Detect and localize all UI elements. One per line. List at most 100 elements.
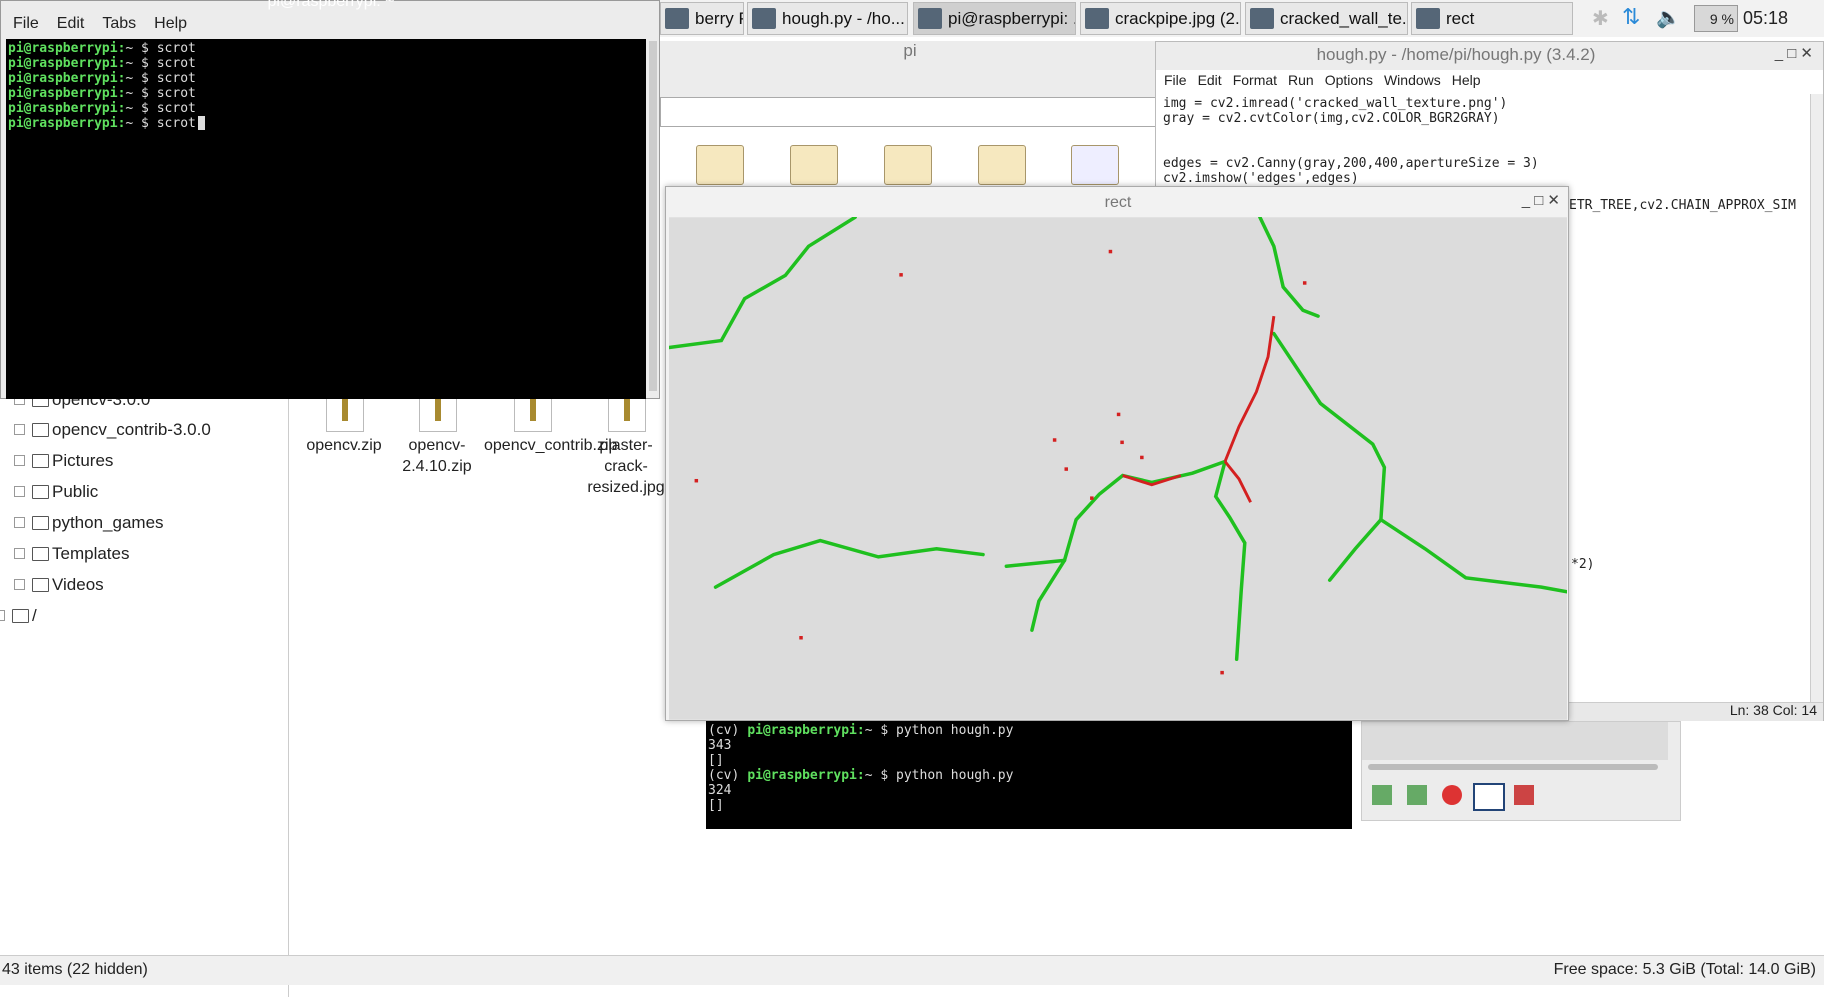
prompt: pi@raspberrypi:: [8, 41, 126, 56]
tree-item[interactable]: python_games: [14, 513, 164, 533]
expander: [14, 455, 25, 466]
terminal-line: pi@raspberrypi:~ $ scrot: [8, 116, 196, 131]
taskbar-button[interactable]: berry Pi Sc...: [660, 2, 744, 35]
terminal-line: pi@raspberrypi:~ $ scrot: [8, 41, 196, 56]
tree-item[interactable]: Public: [14, 482, 99, 502]
image-viewer: [1361, 721, 1681, 821]
button-label: berry Pi Sc...: [695, 9, 743, 28]
code-fragment: *2): [1571, 557, 1595, 572]
window-title: rect: [1104, 194, 1132, 211]
command: ~ $ scrot: [125, 56, 196, 71]
taskbar-button[interactable]: rect: [1411, 2, 1573, 35]
image-window: rect _ □ ✕: [665, 186, 1569, 721]
menu-item[interactable]: File: [13, 15, 39, 32]
menu-item[interactable]: Format: [1232, 72, 1278, 88]
expander: [14, 548, 25, 559]
file-name[interactable]: opencv.zip: [306, 437, 382, 454]
prompt: pi@raspberrypi:: [8, 71, 126, 86]
tree-item[interactable]: Templates: [14, 544, 129, 564]
terminal-line: 343: [708, 738, 731, 753]
menu-item[interactable]: Edit: [1197, 72, 1222, 88]
tree-item[interactable]: Videos: [14, 575, 104, 595]
code-line: gray = cv2.cvtColor(img,cv2.COLOR_BGR2GR…: [1163, 111, 1500, 126]
address-bar[interactable]: [660, 97, 1156, 127]
expander: [14, 579, 25, 590]
output: []: [708, 753, 724, 768]
file-name[interactable]: plaster-crack-resized.jpg: [587, 437, 665, 496]
terminal-line: 324: [708, 783, 731, 798]
menu-item[interactable]: Windows: [1383, 72, 1441, 88]
volume-icon[interactable]: 🔈: [1656, 7, 1681, 29]
command: ~ $ python hough.py: [864, 723, 1014, 738]
tree-item[interactable]: Pictures: [14, 451, 113, 471]
status-right: Free space: 5.3 GiB (Total: 14.0 GiB): [1553, 961, 1816, 978]
menu-bar: File Edit Tabs Help: [13, 15, 205, 33]
folder-icon: [32, 516, 49, 530]
terminal-line: pi@raspberrypi:~ $ scrot: [8, 101, 196, 116]
terminal-screen: pi@raspberrypi:~ $ scrot pi@raspberrypi:~…: [6, 39, 646, 399]
menu-item[interactable]: Edit: [56, 15, 85, 32]
button-label: crackpipe.jpg (2...: [1115, 9, 1241, 28]
tree-label: Videos: [52, 575, 104, 594]
file-name[interactable]: opencv_contrib.zip: [484, 437, 618, 454]
code-line: img = cv2.imread('cracked_wall_texture.p…: [1163, 96, 1508, 111]
folder-icon: [12, 609, 29, 623]
env: (cv): [708, 768, 740, 783]
menu-item[interactable]: Run: [1288, 72, 1314, 88]
cursor: [198, 116, 205, 130]
bluetooth-icon[interactable]: ✱: [1592, 8, 1609, 30]
tree-item[interactable]: /: [0, 606, 37, 626]
network-icon[interactable]: ⇅: [1622, 4, 1641, 29]
command: ~ $ scrot: [125, 86, 196, 101]
output: []: [708, 798, 724, 813]
menu-item[interactable]: Tabs: [102, 15, 137, 32]
prompt: pi@raspberrypi:: [747, 768, 865, 783]
menu-item[interactable]: File: [1164, 72, 1187, 88]
button-label: hough.py - /ho...: [782, 9, 905, 28]
taskbar-button[interactable]: crackpipe.jpg (2...: [1080, 2, 1241, 35]
command: ~ $ scrot: [125, 71, 196, 86]
menu-item[interactable]: Help: [1451, 72, 1481, 88]
output: 343: [708, 738, 732, 753]
terminal-window: pi@raspberrypi: ~ File Edit Tabs Help pi@ra…: [0, 0, 660, 399]
app-icon: [1250, 8, 1274, 29]
file-name[interactable]: opencv-2.4.10.zip: [402, 437, 472, 475]
tree-label: Public: [52, 482, 99, 501]
folder-icon: [32, 423, 49, 437]
folder-icon: [32, 547, 49, 561]
tool-button[interactable]: [1442, 785, 1462, 805]
command: ~ $ scrot: [125, 116, 196, 131]
menu-item[interactable]: Help: [154, 15, 188, 32]
taskbar-button[interactable]: hough.py - /ho...: [747, 2, 908, 35]
tool-button[interactable]: [1372, 785, 1392, 805]
tool-button[interactable]: [1473, 783, 1505, 811]
tool-button[interactable]: [1514, 785, 1534, 805]
folder-icon: [32, 454, 49, 468]
taskbar-button[interactable]: cracked_wall_te...: [1245, 2, 1408, 35]
button-label: rect: [1446, 9, 1475, 28]
code-fragment: ETR_TREE,cv2.CHAIN_APPROX_SIM: [1569, 198, 1796, 213]
app-icon: [665, 8, 689, 29]
terminal-line: (cv) pi@raspberrypi:~ $ python hough.py: [708, 768, 1013, 783]
expander: [14, 486, 25, 497]
prompt: pi@raspberrypi:: [8, 116, 126, 131]
command: ~ $ python hough.py: [864, 768, 1014, 783]
button-label: pi@raspberrypi: ...: [948, 9, 1076, 28]
prompt: pi@raspberrypi:: [8, 101, 126, 116]
tree-label: opencv_contrib-3.0.0: [52, 420, 211, 439]
folder-icon: [32, 578, 49, 592]
app-icon: [1085, 8, 1109, 29]
app-icon: [752, 8, 776, 29]
prompt: pi@raspberrypi:: [747, 723, 865, 738]
terminal-2: (cv) pi@raspberrypi:~ $ python hough.py 34…: [706, 721, 1352, 829]
tree-item[interactable]: opencv_contrib-3.0.0: [14, 420, 211, 440]
code-line: cv2.imshow('edges',edges): [1163, 171, 1359, 186]
tool-button[interactable]: [1407, 785, 1427, 805]
clock: 05:18: [1743, 8, 1789, 28]
command: ~ $ scrot: [125, 41, 196, 56]
prompt: pi@raspberrypi:: [8, 56, 126, 71]
menu-item[interactable]: Options: [1324, 72, 1373, 88]
taskbar-button[interactable]: pi@raspberrypi: ...: [913, 2, 1076, 35]
tree-label: python_games: [52, 513, 164, 532]
